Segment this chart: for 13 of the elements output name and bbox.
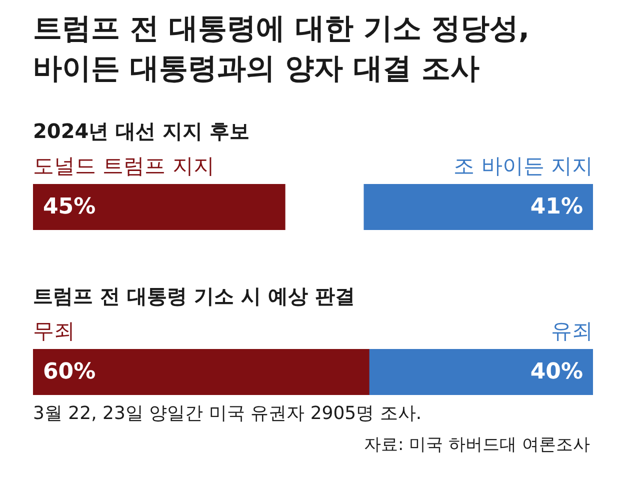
series-label: 무죄	[33, 318, 75, 345]
series-label: 조 바이든 지지	[454, 153, 593, 180]
data-label: 60%	[43, 360, 96, 385]
text: 3월 22, 23일 양일간 미국 유권자 2905명 조사.	[33, 402, 422, 425]
chart-title: 트럼프 전 대통령에 대한 기소 정당성, 바이든 대통령과의 양자 대결 조사	[33, 10, 530, 87]
text: 자료: 미국 하버드대 여론조사	[364, 434, 590, 456]
series-label: 도널드 트럼프 지지	[33, 153, 214, 180]
chart-subtitle: 2024년 대선 지지 후보	[33, 118, 250, 145]
data-label: 41%	[530, 194, 583, 220]
chart-subtitle: 트럼프 전 대통령 기소 시 예상 판결	[33, 283, 355, 310]
data-label: 45%	[43, 194, 96, 220]
series-label: 유죄	[551, 318, 593, 345]
data-label: 40%	[530, 360, 583, 385]
